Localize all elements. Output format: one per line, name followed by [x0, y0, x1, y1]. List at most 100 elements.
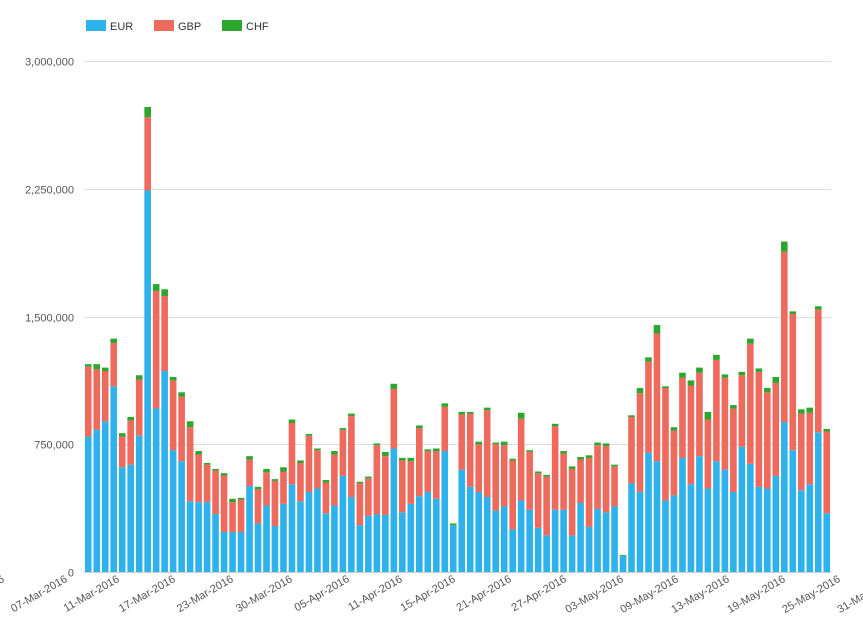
bar-segment-chf[interactable]: [789, 311, 797, 314]
bar-segment-eur[interactable]: [636, 491, 644, 572]
bar-stack[interactable]: [441, 403, 449, 572]
legend-item-chf[interactable]: CHF: [222, 20, 269, 33]
bar-segment-chf[interactable]: [721, 374, 729, 378]
bar-stack[interactable]: [687, 380, 695, 572]
bar-segment-gbp[interactable]: [305, 435, 313, 492]
bar-segment-eur[interactable]: [441, 451, 449, 572]
bar-segment-eur[interactable]: [161, 371, 168, 572]
bar-segment-chf[interactable]: [93, 364, 101, 370]
bar-segment-eur[interactable]: [229, 531, 236, 572]
bar-segment-eur[interactable]: [534, 527, 542, 572]
bar-stack[interactable]: [738, 371, 746, 572]
bar-segment-eur[interactable]: [237, 531, 245, 572]
bar-segment-gbp[interactable]: [747, 343, 754, 464]
bar-segment-chf[interactable]: [203, 462, 211, 465]
bar-segment-gbp[interactable]: [263, 472, 270, 506]
bar-segment-eur[interactable]: [288, 484, 296, 572]
bar-segment-eur[interactable]: [110, 386, 118, 572]
bar-segment-chf[interactable]: [169, 376, 177, 381]
bar-segment-chf[interactable]: [526, 450, 533, 452]
bar-segment-eur[interactable]: [543, 535, 550, 572]
bar-segment-eur[interactable]: [186, 501, 194, 572]
bar-segment-eur[interactable]: [594, 508, 601, 572]
bar-stack[interactable]: [636, 388, 644, 572]
bar-segment-chf[interactable]: [280, 467, 287, 472]
bar-stack[interactable]: [246, 456, 253, 572]
bar-segment-gbp[interactable]: [407, 461, 415, 504]
bar-segment-chf[interactable]: [195, 451, 202, 455]
bar-segment-chf[interactable]: [594, 442, 601, 446]
bar-segment-eur[interactable]: [458, 469, 466, 572]
bar-segment-eur[interactable]: [254, 523, 262, 572]
bar-segment-chf[interactable]: [543, 474, 550, 477]
bar-segment-eur[interactable]: [220, 531, 228, 572]
bar-segment-gbp[interactable]: [169, 380, 177, 451]
bar-segment-gbp[interactable]: [704, 419, 712, 489]
bar-stack[interactable]: [619, 554, 627, 572]
bar-segment-gbp[interactable]: [195, 454, 202, 503]
bar-segment-chf[interactable]: [577, 457, 584, 460]
bar-segment-chf[interactable]: [670, 427, 678, 431]
bar-segment-chf[interactable]: [679, 372, 686, 378]
bar-segment-gbp[interactable]: [220, 475, 228, 532]
bar-segment-gbp[interactable]: [441, 406, 449, 452]
bar-stack[interactable]: [517, 412, 525, 572]
bar-segment-gbp[interactable]: [568, 468, 576, 536]
bar-stack[interactable]: [152, 284, 160, 572]
bar-segment-chf[interactable]: [772, 376, 780, 383]
bar-segment-eur[interactable]: [101, 421, 109, 572]
bar-segment-chf[interactable]: [212, 468, 219, 471]
bar-segment-eur[interactable]: [509, 529, 516, 572]
bar-segment-chf[interactable]: [288, 419, 296, 423]
bar-stack[interactable]: [704, 411, 712, 572]
bar-segment-eur[interactable]: [263, 505, 270, 572]
bar-stack[interactable]: [449, 523, 457, 572]
bar-stack[interactable]: [551, 423, 559, 572]
bar-stack[interactable]: [118, 433, 126, 572]
bar-segment-gbp[interactable]: [110, 342, 118, 387]
bar-segment-gbp[interactable]: [534, 473, 542, 528]
bar-segment-gbp[interactable]: [602, 445, 610, 513]
bar-segment-chf[interactable]: [161, 289, 168, 297]
bar-segment-eur[interactable]: [679, 457, 686, 572]
bar-segment-eur[interactable]: [721, 469, 729, 572]
bar-segment-gbp[interactable]: [144, 117, 151, 191]
bar-segment-chf[interactable]: [755, 368, 763, 372]
bar-segment-gbp[interactable]: [492, 444, 500, 511]
bar-segment-gbp[interactable]: [365, 478, 372, 516]
bar-stack[interactable]: [212, 468, 219, 572]
bar-stack[interactable]: [568, 466, 576, 572]
bar-segment-chf[interactable]: [382, 451, 389, 457]
bar-segment-chf[interactable]: [483, 407, 491, 411]
bar-stack[interactable]: [390, 383, 398, 572]
bar-stack[interactable]: [305, 434, 313, 572]
bar-segment-eur[interactable]: [755, 486, 763, 572]
bar-segment-eur[interactable]: [407, 503, 415, 572]
bar-segment-gbp[interactable]: [628, 417, 635, 484]
bar-segment-gbp[interactable]: [755, 371, 763, 487]
bar-stack[interactable]: [195, 451, 202, 572]
bar-segment-eur[interactable]: [432, 498, 440, 572]
bar-segment-eur[interactable]: [772, 475, 780, 572]
bar-stack[interactable]: [458, 411, 466, 572]
bar-segment-chf[interactable]: [271, 479, 279, 481]
bar-segment-chf[interactable]: [517, 412, 525, 419]
bar-segment-chf[interactable]: [687, 380, 695, 386]
bar-stack[interactable]: [645, 357, 652, 572]
bar-segment-eur[interactable]: [314, 488, 321, 572]
bar-segment-chf[interactable]: [797, 409, 805, 414]
bar-stack[interactable]: [373, 443, 381, 572]
bar-segment-chf[interactable]: [110, 338, 118, 343]
bar-segment-gbp[interactable]: [101, 371, 109, 422]
bar-stack[interactable]: [747, 338, 754, 572]
bar-stack[interactable]: [314, 448, 321, 572]
bar-segment-gbp[interactable]: [670, 430, 678, 496]
bar-segment-gbp[interactable]: [271, 480, 279, 527]
bar-stack[interactable]: [110, 338, 118, 572]
bar-segment-eur[interactable]: [764, 488, 771, 572]
bar-stack[interactable]: [365, 476, 372, 572]
bar-stack[interactable]: [127, 417, 134, 572]
bar-segment-eur[interactable]: [169, 450, 177, 572]
bar-segment-chf[interactable]: [178, 392, 185, 397]
bar-stack[interactable]: [602, 443, 610, 572]
